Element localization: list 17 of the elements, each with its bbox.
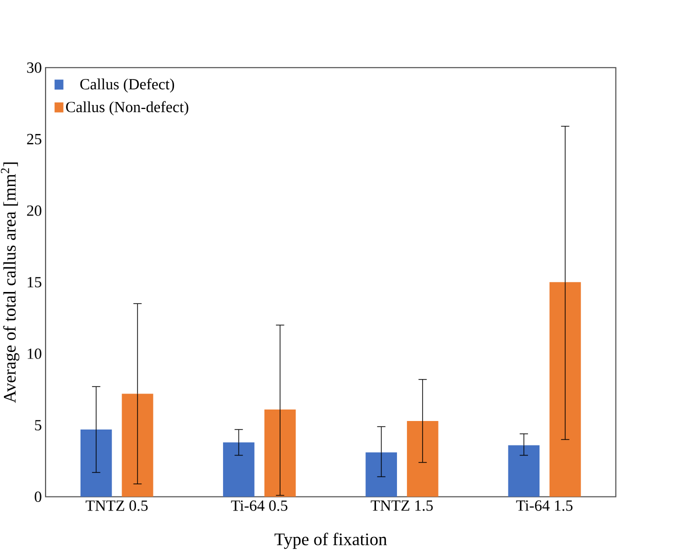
- y-tick-label: 20: [27, 205, 42, 216]
- x-tick-label: Ti-64 1.5: [516, 500, 572, 511]
- y-tick-label: 10: [28, 348, 42, 359]
- x-axis-title: Type of fixation: [274, 532, 387, 549]
- legend-label: Callus (Non-defect): [66, 101, 188, 116]
- y-tick-label: 30: [27, 62, 42, 73]
- y-tick-label: 5: [35, 420, 42, 430]
- bar: [508, 445, 540, 497]
- x-tick-label: TNTZ 1.5: [370, 500, 433, 511]
- bar: [223, 442, 254, 497]
- x-tick-label: Ti-64 0.5: [231, 500, 288, 511]
- y-axis-title: Average of total callus area [mm$^{2}$]: [0, 162, 20, 403]
- y-tick-label: 15: [28, 277, 42, 288]
- legend-label: Callus (Defect): [80, 78, 174, 93]
- y-tick-label: 25: [27, 134, 42, 144]
- y-tick-label: 0: [34, 492, 42, 502]
- x-tick-label: TNTZ 0.5: [86, 500, 148, 511]
